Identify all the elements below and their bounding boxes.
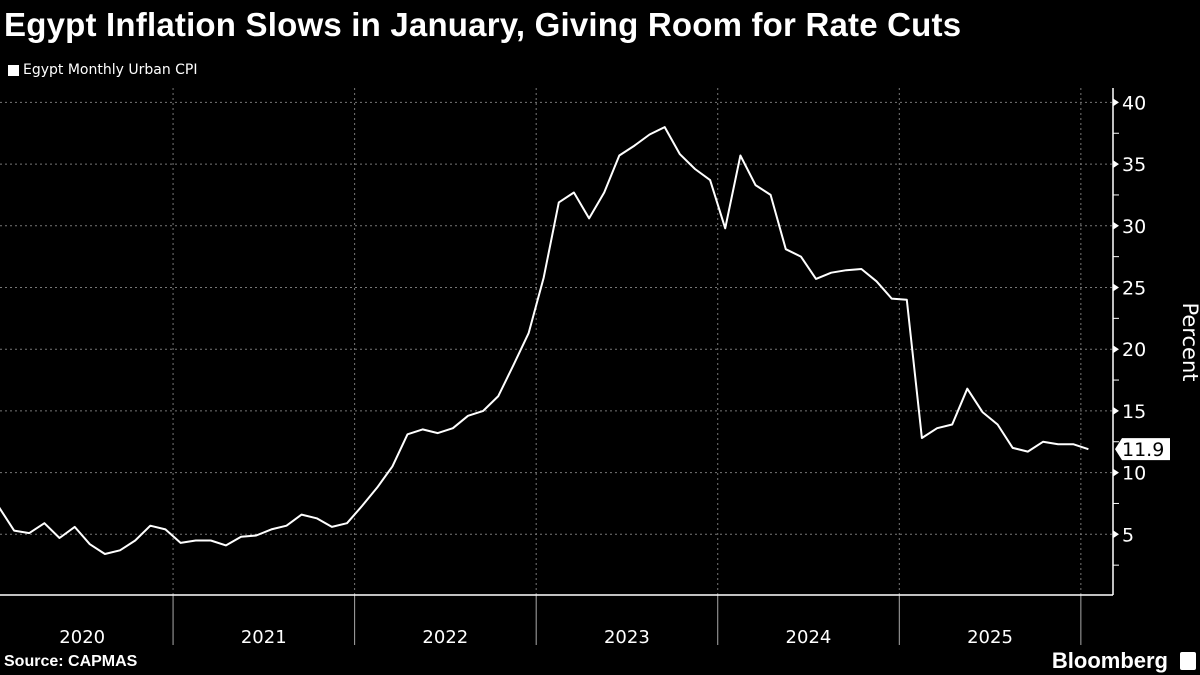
y-tick-label: 40 xyxy=(1122,92,1146,114)
chart-title: Egypt Inflation Slows in January, Giving… xyxy=(4,6,962,43)
y-tick-mark xyxy=(1113,221,1119,230)
y-tick-mark xyxy=(1113,468,1119,477)
y-tick-label: 30 xyxy=(1122,216,1146,238)
y-tick-label: 35 xyxy=(1122,154,1146,176)
x-tick-label: 2021 xyxy=(241,627,287,648)
y-tick-mark xyxy=(1113,98,1119,107)
x-tick-label: 2023 xyxy=(604,627,650,648)
y-tick-mark xyxy=(1113,160,1119,169)
x-tick-label: 2025 xyxy=(967,627,1013,648)
y-tick-label: 10 xyxy=(1122,463,1146,485)
source-note: Source: CAPMAS xyxy=(4,653,138,670)
bloomberg-chart-icon xyxy=(1180,652,1196,670)
legend: Egypt Monthly Urban CPI xyxy=(8,62,198,78)
y-tick-mark xyxy=(1113,530,1119,539)
y-tick-label: 25 xyxy=(1122,278,1146,300)
legend-label: Egypt Monthly Urban CPI xyxy=(23,62,198,78)
y-tick-label: 5 xyxy=(1122,524,1134,546)
last-value-badge xyxy=(1115,438,1170,461)
y-tick-label: 20 xyxy=(1122,339,1146,361)
legend-swatch xyxy=(8,64,19,76)
series-line xyxy=(0,126,1089,555)
last-value-label: 11.9 xyxy=(1122,439,1164,461)
x-tick-label: 2024 xyxy=(786,627,832,648)
y-tick-mark xyxy=(1113,283,1119,292)
y-axis-label: Percent xyxy=(1178,302,1200,381)
bloomberg-logo: Bloomberg xyxy=(1051,648,1168,673)
y-tick-mark xyxy=(1113,406,1119,415)
y-tick-label: 15 xyxy=(1122,401,1146,423)
x-tick-label: 2022 xyxy=(422,627,468,648)
y-tick-mark xyxy=(1113,345,1119,354)
x-tick-label: 2020 xyxy=(59,627,105,648)
